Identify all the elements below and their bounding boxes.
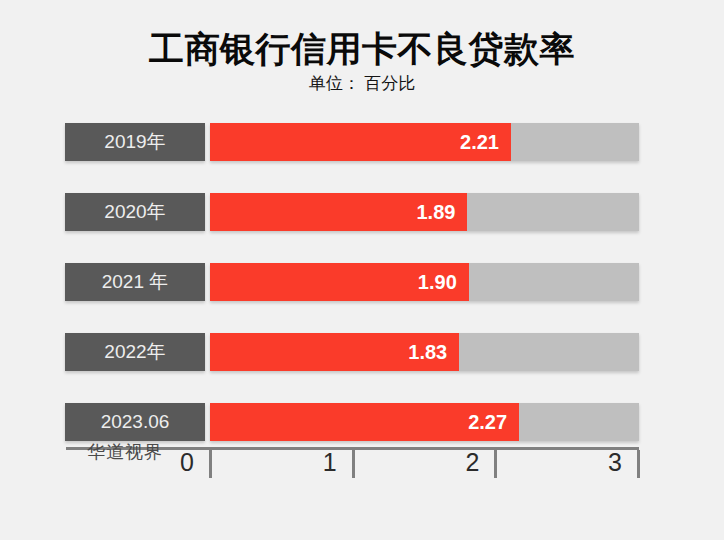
x-axis-tick (494, 450, 497, 478)
category-chip: 2022年 (65, 333, 205, 371)
x-axis-tick (209, 450, 212, 478)
x-axis-tick-label: 3 (552, 449, 622, 475)
bar-track: 2.27 (210, 403, 639, 441)
category-label: 2019年 (104, 129, 165, 155)
x-axis-tick-label: 1 (267, 449, 337, 475)
category-chip: 2021 年 (65, 263, 205, 301)
bar-value-label: 2.27 (468, 411, 507, 434)
category-label: 2021 年 (102, 269, 169, 295)
bar-value-label: 2.21 (460, 131, 499, 154)
bar-fill: 2.27 (210, 403, 519, 441)
x-axis-tick (352, 450, 355, 478)
category-label: 2022年 (104, 339, 165, 365)
chart-row: 2021 年 1.90 (65, 263, 639, 301)
chart-subtitle: 单位： 百分比 (0, 72, 724, 95)
x-axis-tick-label: 2 (409, 449, 479, 475)
chart-canvas: 工商银行信用卡不良贷款率 单位： 百分比 2019年 2.21 2020年 1.… (0, 0, 724, 540)
bar-track: 1.83 (210, 333, 639, 371)
category-label: 2023.06 (101, 411, 170, 433)
chart-row: 2022年 1.83 (65, 333, 639, 371)
watermark: 华道视界 (87, 440, 163, 464)
bar-track: 1.90 (210, 263, 639, 301)
x-axis-tick (637, 450, 640, 478)
category-chip: 2020年 (65, 193, 205, 231)
bar-track: 2.21 (210, 123, 639, 161)
bar-fill: 1.89 (210, 193, 467, 231)
chart-title: 工商银行信用卡不良贷款率 (0, 26, 724, 73)
bar-track: 1.89 (210, 193, 639, 231)
bar-fill: 1.90 (210, 263, 469, 301)
chart-row: 2019年 2.21 (65, 123, 639, 161)
chart-row: 2023.06 2.27 (65, 403, 639, 441)
bar-value-label: 1.90 (418, 271, 457, 294)
category-label: 2020年 (104, 199, 165, 225)
bar-value-label: 1.83 (408, 341, 447, 364)
bar-fill: 1.83 (210, 333, 459, 371)
category-chip: 2023.06 (65, 403, 205, 441)
category-chip: 2019年 (65, 123, 205, 161)
chart-row: 2020年 1.89 (65, 193, 639, 231)
bar-fill: 2.21 (210, 123, 511, 161)
bar-value-label: 1.89 (416, 201, 455, 224)
bar-rows: 2019年 2.21 2020年 1.89 2021 年 1.90 2 (65, 123, 639, 473)
